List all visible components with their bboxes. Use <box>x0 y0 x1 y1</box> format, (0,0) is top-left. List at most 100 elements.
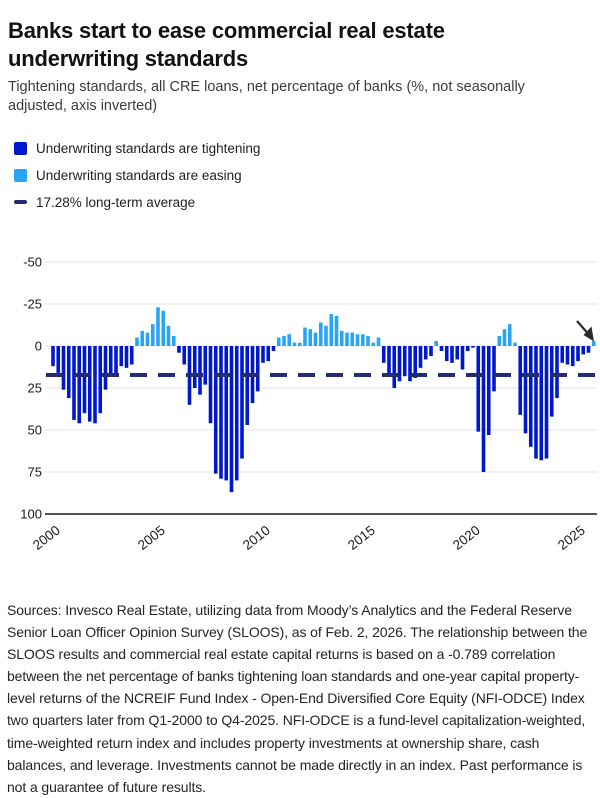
chart-subtitle: Tightening standards, all CRE loans, net… <box>8 78 525 115</box>
bar-easing <box>366 335 370 346</box>
average-dash-swatch-icon <box>14 200 27 204</box>
bar-easing <box>287 334 292 346</box>
bar-easing <box>171 335 176 346</box>
bar-tightening <box>492 346 496 392</box>
bar-easing <box>507 324 512 346</box>
bar-tightening <box>82 346 87 414</box>
bar-tightening <box>486 346 491 436</box>
bar-tightening <box>455 346 460 360</box>
legend-label: Underwriting standards are easing <box>36 167 242 183</box>
bar-tightening <box>219 346 223 479</box>
bar-easing <box>308 329 313 346</box>
bar-tightening <box>213 346 218 474</box>
bar-tightening <box>408 346 412 382</box>
bar-tightening <box>224 346 229 481</box>
bar-tightening <box>381 346 386 363</box>
bar-tightening <box>208 346 213 424</box>
bar-tightening <box>129 346 134 365</box>
tightening-color-swatch-icon <box>14 141 27 155</box>
bar-tightening <box>581 346 586 355</box>
bar-tightening <box>429 346 433 357</box>
bar-tightening <box>234 346 239 481</box>
x-tick-label: 2000 <box>30 523 63 553</box>
legend-label: Underwriting standards are tightening <box>36 140 261 156</box>
bar-tightening <box>119 346 124 367</box>
y-tick-label: -25 <box>23 297 42 312</box>
bar-easing <box>297 342 302 346</box>
bar-tightening <box>93 346 97 424</box>
bar-tightening <box>87 346 92 422</box>
bar-tightening <box>56 346 61 373</box>
bar-tightening <box>192 346 197 388</box>
mouse-pointer-arrow-icon <box>576 320 589 334</box>
bar-tightening <box>465 346 470 352</box>
x-tick-label: 2005 <box>135 523 168 553</box>
bar-tightening <box>72 346 76 420</box>
page-title: Banks start to ease commercial real esta… <box>8 17 445 71</box>
bar-tightening <box>271 346 276 352</box>
bar-easing <box>502 329 507 346</box>
y-tick-label: 50 <box>28 423 42 438</box>
legend-label: 17.28% long-term average <box>36 194 196 210</box>
bar-tightening <box>203 346 208 385</box>
bar-tightening <box>114 346 118 375</box>
bar-easing <box>156 307 160 346</box>
bar-tightening <box>523 346 528 434</box>
bar-tightening <box>444 346 449 362</box>
bar-tightening <box>261 346 265 363</box>
bar-tightening <box>413 346 418 378</box>
bar-tightening <box>476 346 481 432</box>
bar-tightening <box>240 346 244 459</box>
bar-tightening <box>528 346 533 447</box>
bar-tightening <box>539 346 544 461</box>
x-tick-label: 2015 <box>345 523 378 553</box>
bar-tightening <box>423 346 428 360</box>
bar-easing <box>329 314 334 346</box>
legend-item-tightening: Underwriting standards are tightening <box>14 140 261 156</box>
y-tick-label: 75 <box>28 465 42 480</box>
bar-tightening <box>576 346 580 362</box>
bar-tightening <box>439 346 444 352</box>
bar-tightening <box>177 346 181 353</box>
bar-easing <box>513 342 517 346</box>
bar-tightening <box>124 346 129 368</box>
bar-tightening <box>460 346 465 370</box>
bar-easing <box>376 337 381 346</box>
bar-easing <box>145 332 150 346</box>
mouse-pointer-arrowhead-icon <box>583 326 594 342</box>
bar-easing <box>591 340 596 346</box>
bar-tightening <box>61 346 66 390</box>
bar-easing <box>334 315 339 346</box>
bar-easing <box>324 325 328 346</box>
bar-tightening <box>255 346 260 392</box>
bar-easing <box>434 340 439 346</box>
bar-tightening <box>77 346 82 424</box>
y-tick-label: -50 <box>23 255 42 270</box>
bar-easing <box>355 334 360 346</box>
bar-easing <box>135 337 139 346</box>
bar-tightening <box>481 346 486 472</box>
bar-tightening <box>51 346 55 367</box>
chart-legend: Underwriting standards are tightening Un… <box>14 141 260 222</box>
bar-tightening <box>555 346 559 399</box>
bar-tightening <box>198 346 202 395</box>
bar-tightening <box>570 346 575 367</box>
bar-tightening <box>518 346 523 415</box>
bar-tightening <box>397 346 402 382</box>
bar-tightening <box>266 346 271 362</box>
bar-easing <box>161 310 166 346</box>
bar-easing <box>150 324 155 346</box>
bar-easing <box>350 332 355 346</box>
bar-tightening <box>450 346 454 363</box>
bar-easing <box>339 330 344 346</box>
legend-item-easing: Underwriting standards are easing <box>14 167 260 183</box>
bar-easing <box>313 332 318 346</box>
bar-tightening <box>544 346 549 459</box>
bar-easing <box>497 335 502 346</box>
y-tick-label: 25 <box>28 381 42 396</box>
bar-easing <box>318 322 323 346</box>
bar-tightening <box>98 346 103 414</box>
bar-easing <box>276 337 281 346</box>
bar-tightening <box>534 346 538 459</box>
